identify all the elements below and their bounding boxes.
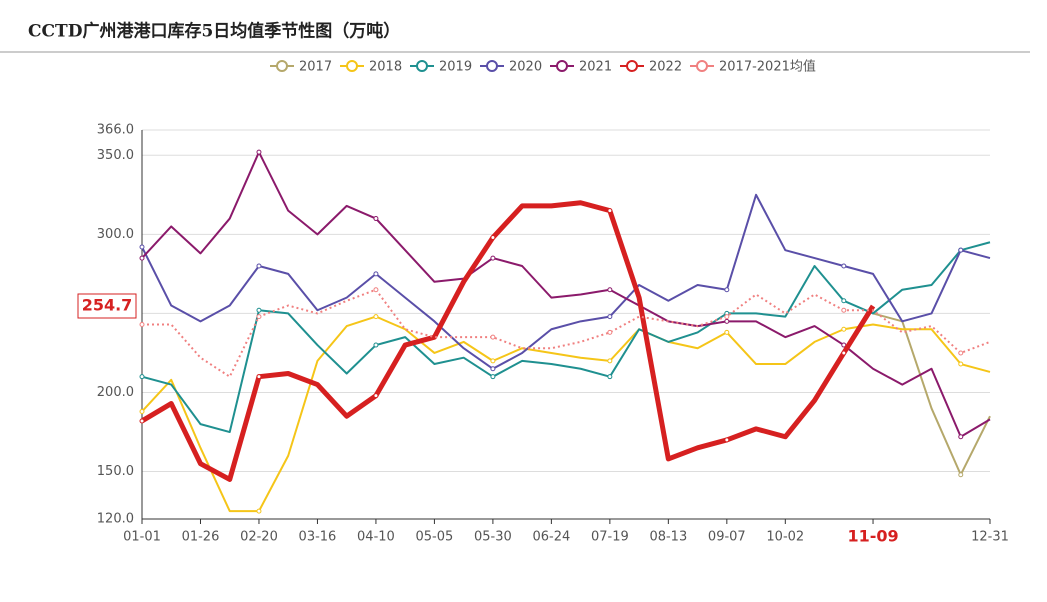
legend-label: 2019	[439, 60, 472, 75]
series-line	[141, 193, 991, 370]
point	[373, 216, 379, 222]
x-tick-label: 09-07	[708, 530, 746, 545]
x-tick-label: 08-13	[649, 530, 687, 545]
point	[490, 358, 496, 364]
series-line	[141, 151, 991, 438]
series-line	[872, 312, 991, 476]
point	[958, 472, 964, 478]
point	[841, 350, 847, 356]
point	[373, 314, 379, 320]
point	[139, 244, 145, 250]
point	[256, 508, 262, 514]
x-tick-label: 02-20	[240, 530, 278, 545]
point	[958, 361, 964, 367]
legend-label: 2020	[509, 60, 542, 75]
y-tick-label: 150.0	[97, 464, 134, 479]
point	[139, 255, 145, 261]
legend-marker	[346, 60, 358, 72]
point	[490, 366, 496, 372]
point	[607, 287, 613, 293]
point	[490, 374, 496, 380]
legend-marker	[486, 60, 498, 72]
point	[958, 247, 964, 253]
point	[490, 255, 496, 261]
point	[139, 418, 145, 424]
legend-marker	[696, 60, 708, 72]
point	[724, 329, 730, 335]
point	[958, 350, 964, 356]
point	[139, 322, 145, 327]
y-tick-label: 350.0	[97, 148, 134, 163]
point	[958, 434, 964, 440]
point	[841, 326, 847, 332]
point	[724, 437, 730, 443]
point	[490, 235, 496, 241]
point	[139, 374, 145, 380]
legend-label: 2017	[299, 60, 332, 75]
point	[724, 318, 730, 324]
legend-label: 2021	[579, 60, 612, 75]
y-tick-label: 120.0	[97, 512, 134, 527]
point	[373, 271, 379, 277]
point	[373, 342, 379, 348]
x-tick-label: 03-16	[299, 530, 337, 545]
point	[607, 374, 613, 380]
x-tick-label: 12-31	[971, 530, 1009, 545]
x-tick-label: 07-19	[591, 530, 629, 545]
y-tick-label: 300.0	[97, 227, 134, 242]
legend-marker	[276, 60, 288, 72]
pointer-label: 254.7	[82, 295, 133, 314]
point	[724, 314, 730, 320]
point	[256, 149, 262, 155]
point	[256, 263, 262, 269]
point	[724, 287, 730, 293]
series-line	[142, 288, 991, 378]
legend-label: 2017-2021均值	[719, 59, 816, 75]
y-tick-label: 200.0	[97, 385, 134, 400]
x-tick-label: 01-26	[182, 530, 220, 545]
series-line	[141, 315, 991, 513]
point	[256, 374, 262, 380]
y-tick-label: 366.0	[97, 123, 134, 138]
point	[841, 307, 847, 313]
x-tick-label: 11-09	[847, 527, 898, 546]
legend-label: 2022	[649, 60, 682, 75]
point	[607, 314, 613, 320]
pointer-box	[77, 293, 137, 319]
point	[256, 314, 262, 320]
legend-marker	[556, 60, 568, 72]
legend-marker	[626, 60, 638, 72]
x-tick-label: 06-24	[532, 530, 570, 545]
point	[607, 208, 613, 214]
point	[841, 263, 847, 269]
point	[256, 307, 262, 313]
legend-label: 2018	[369, 60, 402, 75]
point	[607, 329, 613, 335]
x-tick-label: 01-01	[123, 530, 161, 545]
x-tick-label: 05-05	[416, 530, 454, 545]
point	[490, 334, 496, 340]
series-line	[140, 200, 876, 482]
x-tick-label: 05-30	[474, 530, 512, 545]
point	[841, 298, 847, 304]
x-tick-label: 04-10	[357, 530, 395, 545]
point	[373, 287, 379, 293]
legend-marker	[416, 60, 428, 72]
series-line	[141, 241, 991, 434]
chart-title: CCTD广州港港口库存5日均值季节性图（万吨）	[28, 21, 400, 42]
x-tick-label: 10-02	[766, 530, 804, 545]
point	[373, 393, 379, 399]
point	[607, 358, 613, 364]
point	[139, 408, 145, 414]
